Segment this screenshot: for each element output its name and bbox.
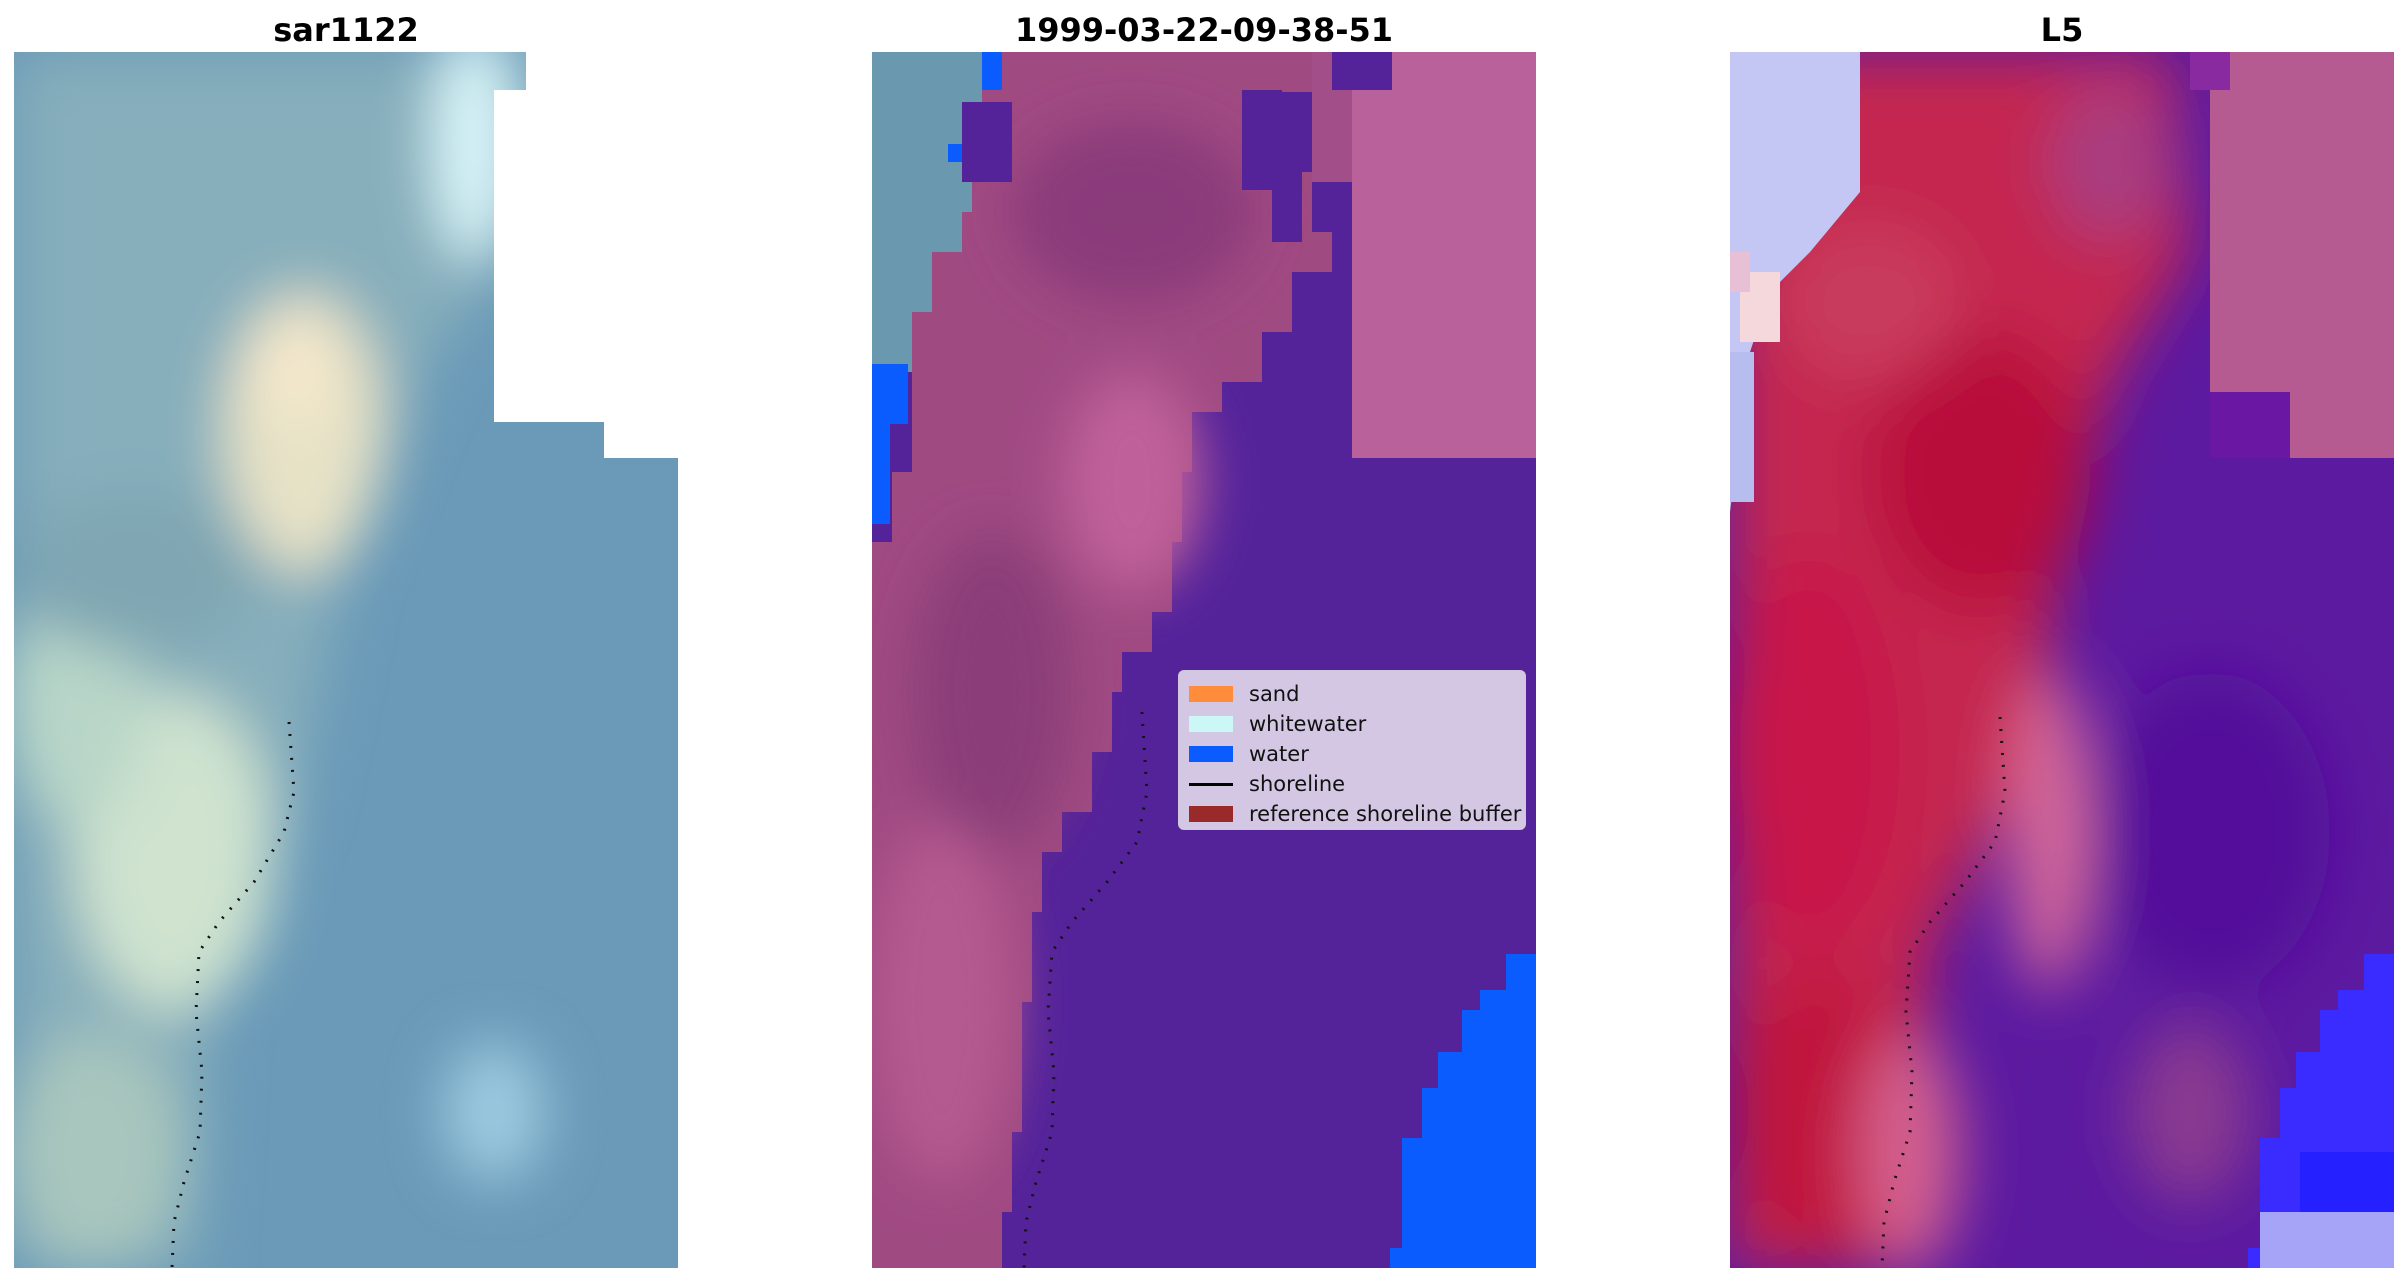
shoreline-line-icon — [1189, 782, 1233, 786]
legend-item-sand: sand — [1189, 679, 1515, 709]
legend-label: reference shoreline buffer — [1249, 802, 1522, 826]
classified-image-panel — [872, 52, 1536, 1268]
legend-item-shoreline: shoreline — [1189, 769, 1515, 799]
water-swatch — [1189, 746, 1233, 762]
legend-item-water: water — [1189, 739, 1515, 769]
shoreline-classified — [1022, 711, 1149, 1268]
legend-label: whitewater — [1249, 712, 1367, 736]
rgb-image — [14, 52, 678, 1268]
panel-title-rgb: sar1122 — [273, 11, 419, 49]
legend-item-whitewater: whitewater — [1189, 709, 1515, 739]
rgb-image-panel — [14, 52, 678, 1268]
buffer-swatch — [1189, 806, 1233, 822]
panel-title-index: L5 — [2040, 11, 2084, 49]
legend-label: sand — [1249, 682, 1300, 706]
legend-label: water — [1249, 742, 1309, 766]
panel-title-classified: 1999-03-22-09-38-51 — [1014, 11, 1394, 49]
sand-swatch — [1189, 686, 1233, 702]
index-image-panel — [1730, 52, 2394, 1268]
shoreline-index — [1880, 716, 2007, 1268]
legend-item-reference-shoreline-buffer: reference shoreline buffer — [1189, 799, 1521, 829]
classified-image — [872, 52, 1536, 1268]
index-image — [1730, 52, 2394, 1268]
legend: sand whitewater water shoreline referenc… — [1178, 670, 1526, 830]
whitewater-swatch — [1189, 716, 1233, 732]
legend-label: shoreline — [1249, 772, 1346, 796]
shoreline-rgb — [170, 721, 296, 1268]
